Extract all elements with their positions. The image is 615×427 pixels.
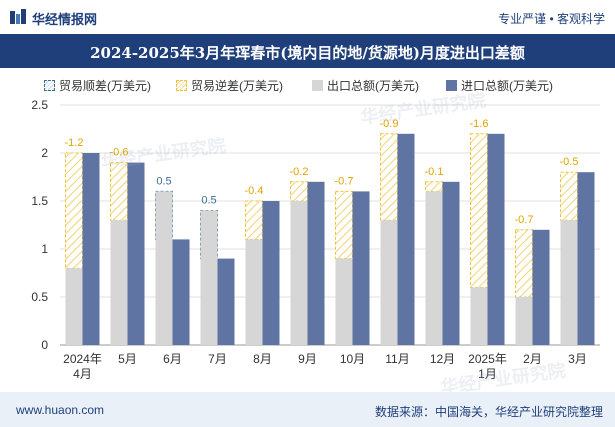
chart-title: 2024-2025年3月年珲春市(境内目的地/货源地)月度进出口差额 bbox=[90, 44, 525, 62]
x-tick-label: 6月 bbox=[163, 352, 182, 366]
balance-label: 0.5 bbox=[201, 195, 216, 207]
y-tick-label: 1 bbox=[41, 242, 48, 256]
x-tick-label: 2月 bbox=[523, 352, 542, 366]
y-tick-label: 0.5 bbox=[31, 290, 48, 304]
import-bar bbox=[262, 201, 280, 345]
balance-bar bbox=[515, 229, 533, 298]
export-bar bbox=[380, 220, 398, 345]
legend-swatch-deficit bbox=[176, 80, 187, 91]
balance-label: -0.7 bbox=[515, 214, 534, 226]
legend-swatch-import bbox=[446, 80, 457, 91]
balance-bar bbox=[380, 133, 398, 221]
balance-label: -0.9 bbox=[380, 118, 399, 130]
balance-bar bbox=[425, 181, 443, 192]
balance-bar bbox=[560, 171, 578, 221]
balance-bar bbox=[335, 190, 353, 260]
export-bar bbox=[335, 258, 353, 345]
balance-label: -1.6 bbox=[470, 118, 489, 130]
y-tick-label: 1.5 bbox=[31, 194, 48, 208]
title-bar: 2024-2025年3月年珲春市(境内目的地/货源地)月度进出口差额 bbox=[0, 34, 615, 68]
legend-swatch-surplus bbox=[44, 80, 55, 91]
export-bar bbox=[200, 210, 218, 345]
legend-item-import: 进口总额(万美元) bbox=[446, 77, 553, 94]
x-tick-label: 7月 bbox=[208, 352, 227, 366]
brand-logo-icon bbox=[10, 9, 26, 24]
legend-label-deficit: 贸易逆差(万美元) bbox=[191, 79, 283, 93]
import-bar bbox=[532, 229, 550, 345]
balance-bar bbox=[245, 200, 263, 240]
x-tick-label: 10月 bbox=[340, 352, 365, 366]
import-bar bbox=[577, 172, 595, 345]
footer-site: www.huaon.com bbox=[16, 403, 105, 417]
legend-swatch-export bbox=[312, 80, 323, 91]
import-bar bbox=[307, 181, 325, 345]
x-tick-label: 2025年 1月 bbox=[468, 352, 507, 381]
balance-label: -0.6 bbox=[110, 147, 129, 159]
x-tick-label: 12月 bbox=[430, 352, 455, 366]
y-tick-label: 2.5 bbox=[31, 98, 48, 112]
x-tick-label: 5月 bbox=[118, 352, 137, 366]
balance-label: -0.5 bbox=[560, 156, 579, 168]
y-tick-label: 0 bbox=[41, 338, 48, 352]
balance-label: -0.1 bbox=[425, 166, 444, 178]
export-bar bbox=[245, 239, 263, 345]
balance-label: -0.4 bbox=[245, 185, 264, 197]
import-bar bbox=[82, 153, 100, 345]
balance-bar bbox=[470, 133, 488, 288]
export-bar bbox=[110, 220, 128, 345]
chart-plot: -1.2 -0.6 0.5 0.5 -0.4 -0.2 -0.7 -0.9 -0.1 -1.6 -0… bbox=[31, 98, 600, 381]
x-tick-label: 9月 bbox=[298, 352, 317, 366]
brand-name: 华经情报网 bbox=[32, 12, 98, 27]
export-bar bbox=[515, 297, 533, 345]
x-tick-label: 3月 bbox=[568, 352, 587, 366]
x-tick-label: 8月 bbox=[253, 352, 272, 366]
balance-bar bbox=[290, 181, 308, 202]
legend-label-import: 进口总额(万美元) bbox=[461, 79, 553, 93]
x-tick-label: 11月 bbox=[385, 352, 409, 366]
balance-label: -0.7 bbox=[335, 175, 354, 187]
balance-label: -0.2 bbox=[290, 166, 309, 178]
x-tick-label: 2024年 4月 bbox=[63, 352, 102, 381]
legend-item-surplus: 贸易顺差(万美元) bbox=[44, 77, 151, 94]
export-bar bbox=[65, 268, 83, 345]
import-bar bbox=[352, 191, 370, 345]
balance-bar bbox=[65, 152, 83, 269]
export-bar bbox=[290, 201, 308, 345]
footer: www.huaon.com 数据来源：中国海关，华经产业研究院整理 bbox=[0, 392, 615, 427]
balance-label: 0.5 bbox=[156, 175, 171, 187]
import-bar bbox=[172, 239, 190, 345]
chart-legend: 贸易顺差(万美元) 贸易逆差(万美元) 出口总额(万美元) 进口总额(万美元) bbox=[0, 74, 615, 94]
legend-label-export: 出口总额(万美元) bbox=[327, 79, 419, 93]
export-bar bbox=[155, 191, 173, 345]
export-bar bbox=[470, 287, 488, 345]
legend-item-deficit: 贸易逆差(万美元) bbox=[176, 77, 283, 94]
import-bar bbox=[217, 258, 235, 345]
import-bar bbox=[487, 133, 505, 345]
legend-label-surplus: 贸易顺差(万美元) bbox=[59, 79, 151, 93]
import-bar bbox=[127, 162, 145, 345]
legend-item-export: 出口总额(万美元) bbox=[312, 77, 419, 94]
import-bar bbox=[397, 133, 415, 345]
y-tick-label: 2 bbox=[41, 146, 48, 160]
top-bar: 华经情报网 专业严谨 • 客观科学 bbox=[0, 0, 615, 34]
tagline: 专业严谨 • 客观科学 bbox=[498, 12, 605, 26]
export-bar bbox=[560, 220, 578, 345]
footer-source: 数据来源：中国海关，华经产业研究院整理 bbox=[374, 405, 603, 419]
import-bar bbox=[442, 181, 460, 345]
balance-label: -1.2 bbox=[65, 137, 84, 149]
export-bar bbox=[425, 191, 443, 345]
